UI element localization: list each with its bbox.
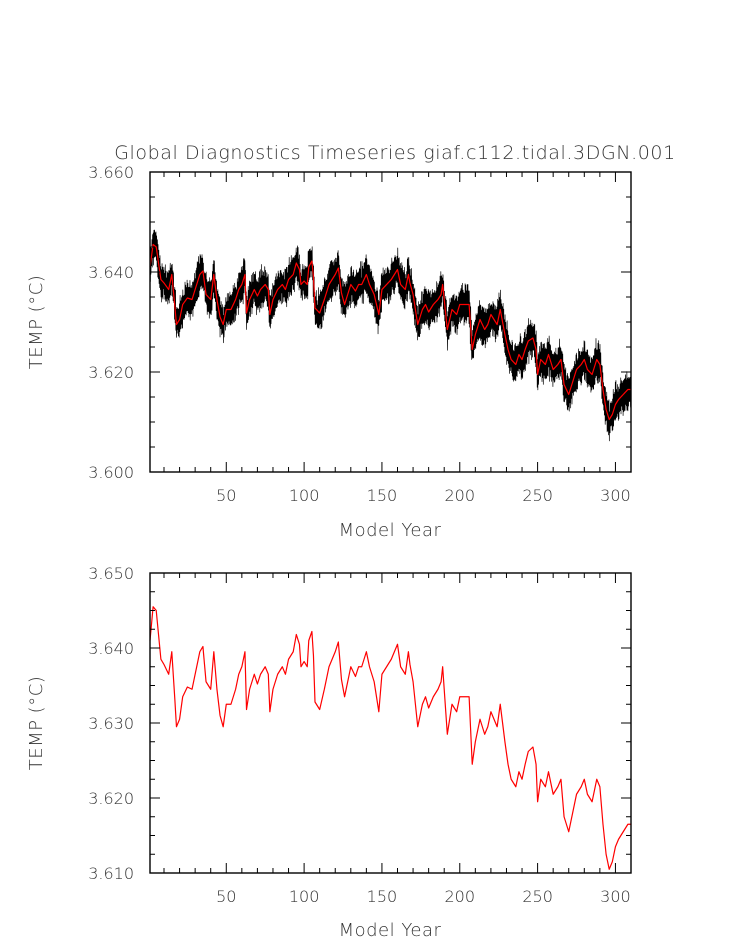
chart-top-x-ticks [163, 172, 632, 472]
x-tick-label: 300 [600, 486, 631, 505]
chart-bottom-y-tick-labels: 3.610 3.620 3.630 3.640 3.650 [88, 564, 134, 883]
y-tick-label: 3.610 [88, 864, 134, 883]
chart-bottom-y-axis-label: TEMP (°C) [26, 676, 47, 771]
series-line-monthly [149, 229, 632, 442]
x-tick-label: 200 [444, 887, 475, 906]
x-tick-label: 50 [216, 887, 236, 906]
x-tick-label: 100 [289, 486, 320, 505]
chart-top-monthly-series [149, 229, 632, 442]
chart-bottom-annual-series [149, 606, 631, 870]
series-line-annual-mean [149, 606, 631, 870]
x-tick-label: 250 [522, 486, 553, 505]
chart-top-x-axis-label: Model Year [339, 520, 442, 541]
chart-top-x-tick-labels: 50 100 150 200 250 300 [216, 486, 631, 505]
chart-bottom-x-ticks [163, 573, 632, 873]
y-tick-label: 3.640 [88, 639, 134, 658]
chart-top: Global Diagnostics Timeseries giaf.c112.… [26, 142, 676, 541]
chart-bottom-x-tick-labels: 50 100 150 200 250 300 [216, 887, 631, 906]
chart-top-y-axis-label: TEMP (°C) [26, 275, 47, 370]
y-tick-label: 3.620 [88, 363, 134, 382]
y-tick-label: 3.600 [88, 463, 134, 482]
y-tick-label: 3.630 [88, 714, 134, 733]
chart-top-y-ticks [150, 171, 631, 473]
y-tick-label: 3.640 [88, 263, 134, 282]
chart-bottom-x-axis-label: Model Year [339, 920, 442, 941]
chart-bottom: 50 100 150 200 250 300 3.6103.6203.6303.6403.… [26, 564, 632, 941]
series-line-annual-mean [149, 243, 631, 421]
x-tick-label: 250 [522, 887, 553, 906]
chart-top-annual-series [149, 243, 631, 421]
x-tick-label: 150 [367, 887, 398, 906]
x-tick-label: 100 [289, 887, 320, 906]
y-tick-label: 3.620 [88, 789, 134, 808]
y-tick-label: 3.650 [88, 564, 134, 583]
x-tick-label: 50 [216, 486, 236, 505]
y-tick-label: 3.660 [88, 163, 134, 182]
chart-bottom-y-ticks [150, 572, 631, 874]
x-tick-label: 300 [600, 887, 631, 906]
chart-top-y-tick-labels: 3.600 3.620 3.640 3.660 [88, 163, 134, 482]
x-tick-label: 200 [444, 486, 475, 505]
x-tick-label: 150 [367, 486, 398, 505]
chart-title: Global Diagnostics Timeseries giaf.c112.… [114, 142, 676, 164]
